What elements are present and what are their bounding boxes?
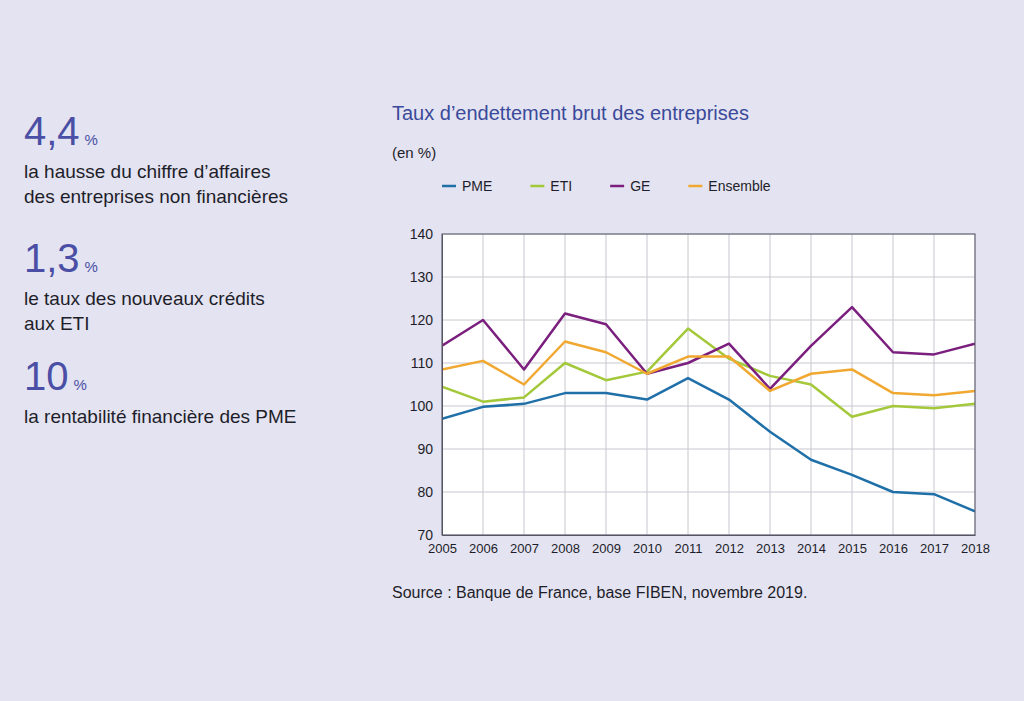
highlight: 4,4% la hausse du chiffre d’affaires des e… (24, 109, 288, 207)
highlight-unit: % (85, 131, 98, 148)
legend-label: PME (462, 178, 492, 194)
y-tick: 110 (411, 355, 442, 371)
highlight-text: des entreprises non financières (24, 186, 288, 207)
chart-subtitle: (en %) (392, 144, 436, 161)
series-line (442, 329, 975, 417)
y-tick: 100 (410, 398, 442, 414)
x-tick-label: 2014 (797, 541, 826, 556)
y-tick-label: 90 (417, 441, 433, 457)
legend-swatch (688, 185, 702, 188)
y-axis: 708090100110120130140 (410, 226, 443, 543)
grid-line-x (852, 234, 853, 535)
grid-line-y (442, 320, 975, 321)
highlight-text: aux ETI (24, 313, 89, 334)
grid-line-x (893, 234, 894, 535)
y-tick: 130 (410, 269, 442, 285)
x-tick: 2011 (675, 535, 703, 556)
x-tick: 2008 (551, 535, 580, 556)
highlight-value: 4,4 (24, 109, 80, 153)
y-tick-label: 100 (410, 398, 434, 414)
grid-line-x (647, 234, 648, 535)
legend-swatch (610, 185, 624, 188)
x-tick: 2013 (756, 535, 785, 556)
x-tick: 2005 (428, 535, 457, 556)
canvas: 4,4% la hausse du chiffre d’affaires des e… (0, 0, 1024, 701)
grid-line-x (934, 234, 935, 535)
grid-line-y (442, 277, 975, 278)
y-axis-line (442, 235, 443, 536)
highlight-text: la rentabilité financière des PME (24, 406, 296, 427)
x-tick-label: 2011 (675, 541, 703, 556)
y-tick-label: 130 (410, 269, 434, 285)
x-tick-label: 2012 (715, 541, 744, 556)
series-lines (442, 307, 975, 511)
legend: PME ETI GE Ensemble (442, 178, 771, 194)
grid-line-x (565, 234, 566, 535)
x-tick: 2009 (592, 535, 621, 556)
series-line (442, 307, 975, 389)
plot-frame (442, 234, 975, 535)
grid-line-x (483, 234, 484, 535)
y-tick-label: 110 (411, 355, 434, 371)
grid-line-x (688, 234, 689, 535)
x-tick: 2017 (920, 535, 949, 556)
chart-title: Taux d’endettement brut des entreprises (392, 102, 749, 124)
x-tick: 2007 (510, 535, 539, 556)
grid-line-x (606, 234, 607, 535)
highlight-text: le taux des nouveaux crédits (24, 288, 265, 309)
y-tick: 90 (417, 441, 442, 457)
x-axis: 2005 2006 2007 2008 2009 2010 2011 2012 2013 2014… (428, 535, 990, 556)
highlight-text: la hausse du chiffre d’affaires (24, 161, 270, 182)
source-note: Source : Banque de France, base FIBEN, n… (392, 584, 807, 601)
background (0, 0, 1024, 701)
legend-swatch (442, 185, 456, 188)
x-tick-label: 2008 (551, 541, 580, 556)
x-tick: 2014 (797, 535, 826, 556)
x-tick: 2006 (469, 535, 498, 556)
legend-label: ETI (550, 178, 572, 194)
grid-line-x (770, 234, 771, 535)
highlight-unit: % (74, 376, 87, 393)
y-tick: 80 (417, 484, 442, 500)
x-tick-label: 2010 (633, 541, 662, 556)
x-tick-label: 2017 (920, 541, 949, 556)
x-tick-label: 2015 (838, 541, 867, 556)
x-axis-line (443, 535, 976, 536)
grid-line-x (729, 234, 730, 535)
grid-line-y (442, 449, 975, 450)
highlight: 1,3% le taux des nouveaux crédits aux ETI (24, 236, 265, 334)
x-tick-label: 2007 (510, 541, 539, 556)
x-tick: 2015 (838, 535, 867, 556)
x-tick-label: 2006 (469, 541, 498, 556)
y-tick: 120 (410, 312, 442, 328)
x-tick-label: 2009 (592, 541, 621, 556)
grid (442, 234, 975, 535)
plot-area (442, 234, 975, 535)
highlight: 10% la rentabilité financière des PME (24, 354, 296, 427)
grid-line-y (442, 363, 975, 364)
y-tick: 140 (410, 226, 442, 242)
x-tick: 2010 (633, 535, 662, 556)
series-line (442, 342, 975, 396)
x-tick-label: 2013 (756, 541, 785, 556)
x-tick: 2018 (961, 535, 990, 556)
x-tick-label: 2005 (428, 541, 457, 556)
highlight-value: 10 (24, 354, 69, 398)
highlight-unit: % (85, 258, 98, 275)
x-tick: 2016 (879, 535, 908, 556)
legend-label: GE (630, 178, 650, 194)
x-tick-label: 2018 (961, 541, 990, 556)
x-tick-label: 2016 (879, 541, 908, 556)
legend-swatch (530, 185, 544, 188)
y-tick-label: 120 (410, 312, 434, 328)
y-tick-label: 80 (417, 484, 433, 500)
x-tick: 2012 (715, 535, 744, 556)
y-tick-label: 140 (410, 226, 434, 242)
highlight-value: 1,3 (24, 236, 80, 280)
legend-label: Ensemble (708, 178, 770, 194)
